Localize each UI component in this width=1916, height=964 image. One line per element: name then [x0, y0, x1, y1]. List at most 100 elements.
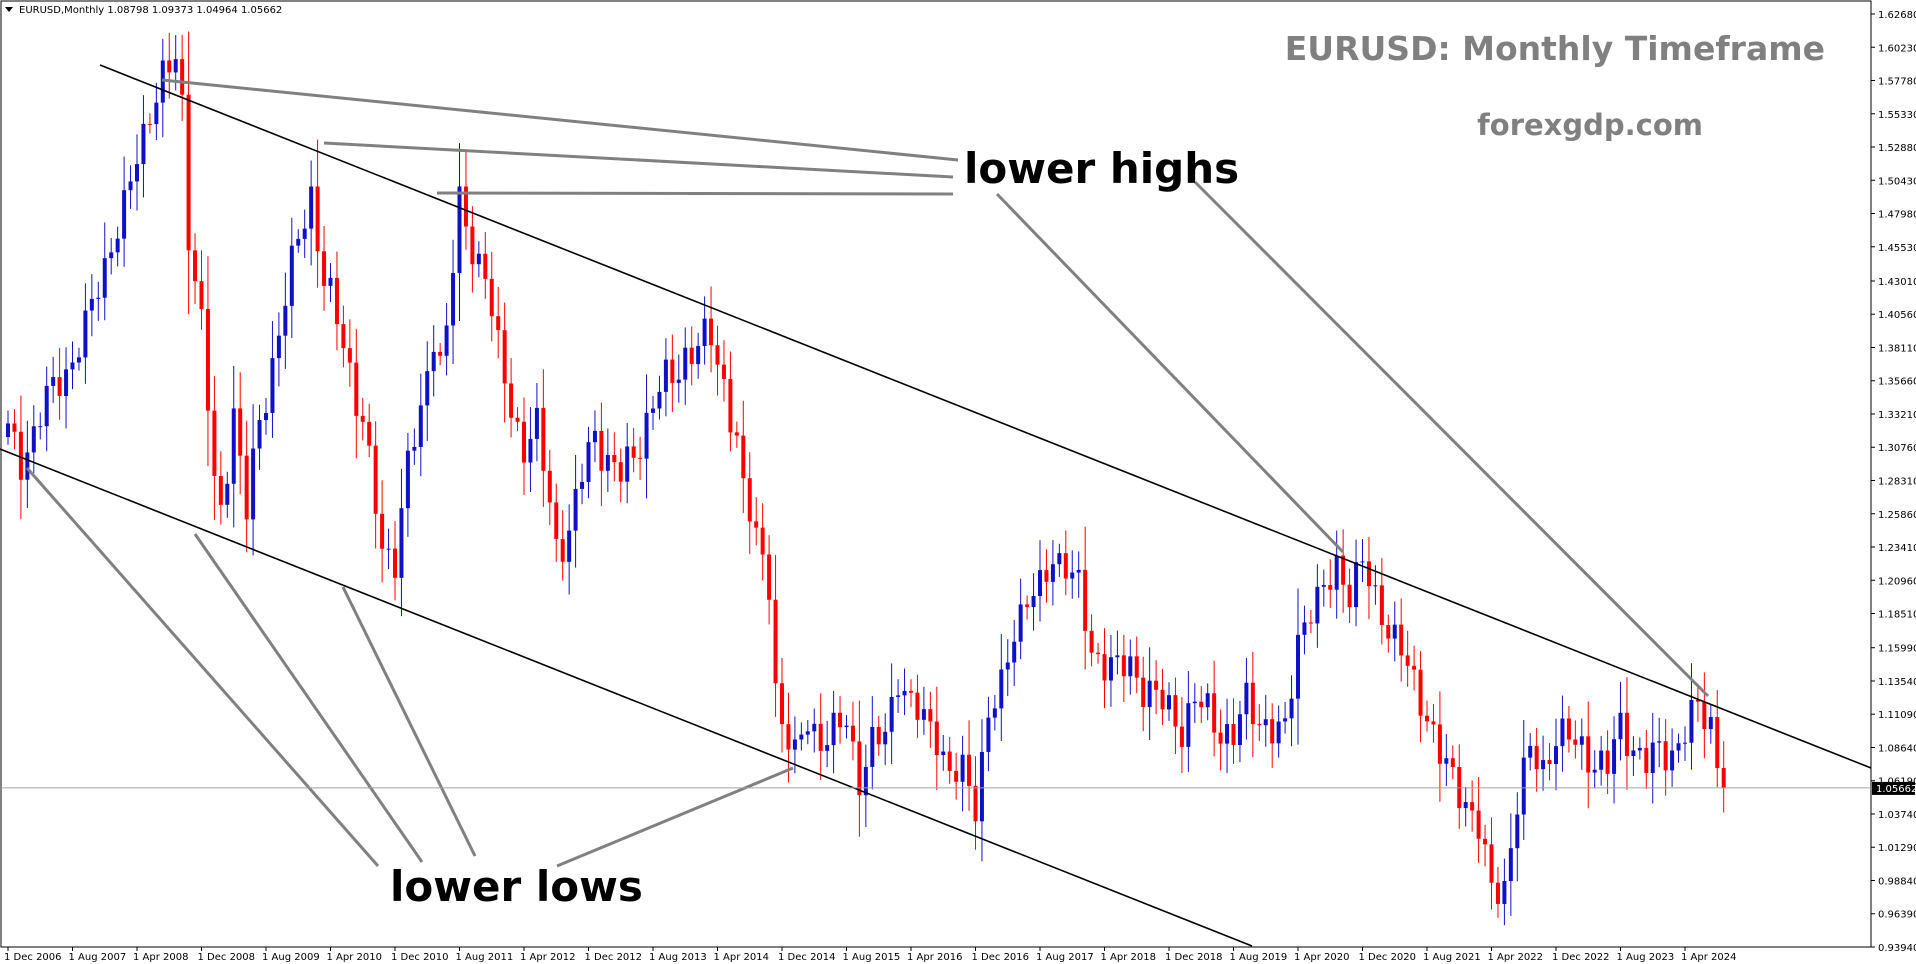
y-tick-label: 0.98840 [1878, 876, 1916, 887]
candle-body [1308, 622, 1313, 624]
candle [1534, 727, 1539, 792]
candle [1302, 605, 1307, 655]
candle [618, 448, 623, 503]
y-tick-label: 1.23410 [1878, 543, 1916, 554]
candle-body [1663, 741, 1668, 771]
candle [696, 332, 701, 379]
candle-body [560, 539, 565, 562]
candle-body [1076, 569, 1081, 573]
candle [244, 420, 249, 553]
candle [1134, 636, 1139, 694]
candle-body [1444, 758, 1449, 764]
symbol-header: EURUSD,Monthly 1.08798 1.09373 1.04964 1… [19, 5, 282, 16]
y-tick-label: 1.25860 [1878, 510, 1916, 521]
plot-frame [0, 0, 1872, 948]
candle-body [431, 351, 436, 372]
pointer-line [161, 78, 959, 162]
candle [6, 410, 10, 445]
candle-body [231, 408, 236, 484]
candle [612, 432, 617, 482]
candle [322, 225, 327, 311]
candle [1437, 691, 1442, 802]
candle [805, 719, 810, 745]
candle-body [831, 712, 836, 746]
candle-body [147, 123, 152, 125]
candle [1508, 813, 1513, 916]
candle-body [102, 258, 107, 298]
candle-body [393, 548, 397, 578]
candle-body [947, 751, 952, 771]
candle-body [322, 251, 327, 286]
candle-body [167, 60, 172, 73]
candle [405, 432, 410, 537]
candle [276, 312, 281, 387]
candle [1431, 704, 1436, 743]
candle-body [1412, 665, 1417, 670]
candle [360, 397, 365, 441]
candle-body [528, 438, 533, 463]
candle [1721, 741, 1726, 813]
candle [941, 734, 946, 771]
candle-body [1225, 724, 1230, 744]
candle-body [973, 785, 978, 822]
candle-body [1018, 604, 1023, 642]
candle-body [1644, 747, 1649, 774]
candle-body [38, 426, 43, 428]
candle-body [141, 123, 146, 165]
y-tick-label: 1.30760 [1878, 443, 1916, 454]
candle-body [1379, 585, 1384, 625]
candle [186, 31, 191, 315]
candle [1541, 735, 1546, 791]
candle-body [1050, 564, 1055, 582]
x-tick-label: 1 Dec 2008 [198, 952, 256, 963]
candle [1399, 598, 1404, 682]
candle-body [425, 371, 430, 406]
candle [57, 348, 62, 420]
candle-body [64, 369, 69, 397]
x-tick-label: 1 Apr 2012 [520, 952, 575, 963]
candle [1470, 780, 1475, 832]
candle [1702, 672, 1707, 759]
candle [1205, 683, 1210, 721]
pointer-line [193, 533, 424, 863]
candle [767, 535, 772, 625]
candle [251, 404, 256, 556]
candle [1031, 573, 1036, 631]
y-tick-label: 1.03740 [1878, 810, 1916, 821]
candle-body [1392, 624, 1397, 639]
candle-body [380, 513, 385, 549]
candle-body [644, 412, 649, 459]
x-tick-label: 1 Dec 2006 [4, 952, 62, 963]
candle [773, 554, 778, 717]
candle-body [1128, 656, 1133, 677]
candle [1379, 558, 1384, 645]
y-tick-label: 1.40560 [1878, 310, 1916, 321]
candle-body [1134, 656, 1139, 678]
candle-body [857, 741, 862, 796]
x-tick-label: 1 Apr 2016 [907, 952, 962, 963]
candle-body [25, 452, 30, 480]
candle-body [6, 423, 10, 438]
candle [334, 251, 339, 351]
candle-body [780, 683, 784, 725]
candle [883, 713, 888, 766]
candle-body [251, 448, 256, 520]
candle-body [1566, 718, 1571, 740]
candle-body [283, 305, 288, 336]
candle [1192, 683, 1197, 724]
candle-body [1476, 810, 1481, 839]
candle [205, 256, 210, 467]
candle-body [1141, 677, 1146, 707]
y-tick-label: 1.62680 [1878, 10, 1916, 21]
candle-body [651, 408, 655, 413]
candle [825, 720, 830, 768]
candle [457, 143, 462, 322]
candle-body [1263, 719, 1268, 726]
x-tick-label: 1 Apr 2020 [1294, 952, 1349, 963]
x-tick-label: 1 Dec 2016 [972, 952, 1030, 963]
candle [528, 407, 533, 492]
candle [670, 334, 675, 413]
candle-body [109, 252, 114, 259]
candle-body [876, 726, 881, 745]
candle [786, 692, 791, 783]
